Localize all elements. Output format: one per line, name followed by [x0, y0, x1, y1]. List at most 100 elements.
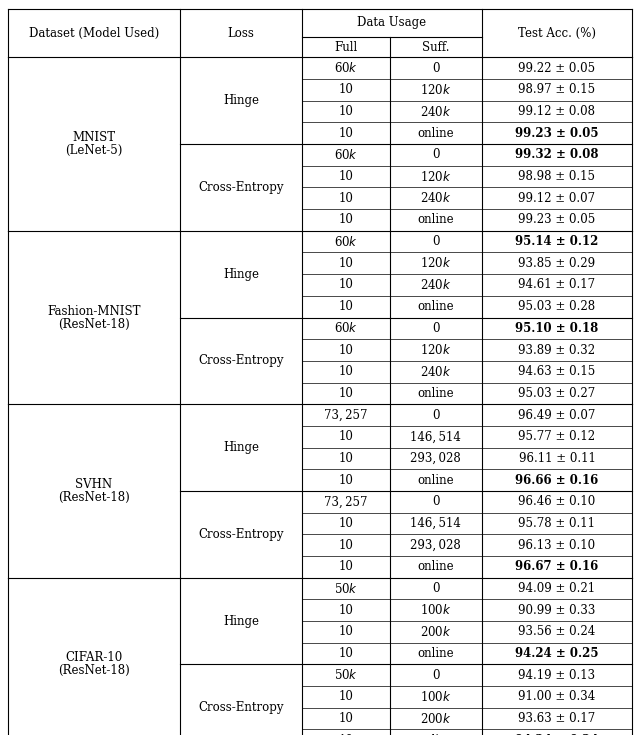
- Text: 240$k$: 240$k$: [420, 191, 452, 205]
- Text: 10: 10: [339, 734, 353, 735]
- Text: 99.12 ± 0.07: 99.12 ± 0.07: [518, 192, 596, 205]
- Text: MNIST: MNIST: [72, 131, 116, 144]
- Text: 91.00 ± 0.34: 91.00 ± 0.34: [518, 690, 596, 703]
- Text: Fashion-MNIST: Fashion-MNIST: [47, 304, 141, 318]
- Text: 10: 10: [339, 279, 353, 292]
- Text: 98.98 ± 0.15: 98.98 ± 0.15: [518, 170, 595, 183]
- Text: 10: 10: [339, 452, 353, 465]
- Text: 10: 10: [339, 430, 353, 443]
- Text: online: online: [417, 734, 454, 735]
- Text: 94.63 ± 0.15: 94.63 ± 0.15: [518, 365, 596, 379]
- Text: 0: 0: [432, 148, 440, 162]
- Text: 120$k$: 120$k$: [420, 83, 452, 97]
- Text: 100$k$: 100$k$: [420, 603, 452, 617]
- Text: 0: 0: [432, 62, 440, 75]
- Text: 200$k$: 200$k$: [420, 711, 452, 725]
- Text: 94.09 ± 0.21: 94.09 ± 0.21: [518, 582, 596, 595]
- Text: CIFAR-10: CIFAR-10: [65, 651, 123, 664]
- Text: online: online: [417, 300, 454, 313]
- Text: Suff.: Suff.: [422, 40, 449, 54]
- Text: 120$k$: 120$k$: [420, 257, 452, 270]
- Text: 96.49 ± 0.07: 96.49 ± 0.07: [518, 409, 596, 422]
- Text: Cross-Entropy: Cross-Entropy: [198, 701, 284, 714]
- Text: Hinge: Hinge: [223, 94, 259, 107]
- Text: Cross-Entropy: Cross-Entropy: [198, 528, 284, 541]
- Text: 90.99 ± 0.33: 90.99 ± 0.33: [518, 603, 596, 617]
- Text: 60$k$: 60$k$: [333, 61, 358, 75]
- Text: online: online: [417, 647, 454, 660]
- Text: 10: 10: [339, 170, 353, 183]
- Text: 94.19 ± 0.13: 94.19 ± 0.13: [518, 669, 596, 682]
- Text: Cross-Entropy: Cross-Entropy: [198, 181, 284, 194]
- Text: 94.24 ± 0.24: 94.24 ± 0.24: [515, 734, 599, 735]
- Text: 10: 10: [339, 690, 353, 703]
- Text: online: online: [417, 560, 454, 573]
- Text: 94.24 ± 0.25: 94.24 ± 0.25: [515, 647, 599, 660]
- Text: 240$k$: 240$k$: [420, 365, 452, 379]
- Text: 240$k$: 240$k$: [420, 104, 452, 118]
- Text: 10: 10: [339, 365, 353, 379]
- Text: 0: 0: [432, 669, 440, 682]
- Text: 60$k$: 60$k$: [333, 321, 358, 335]
- Text: 99.32 ± 0.08: 99.32 ± 0.08: [515, 148, 599, 162]
- Text: online: online: [417, 126, 454, 140]
- Text: 10: 10: [339, 343, 353, 356]
- Text: 10: 10: [339, 257, 353, 270]
- Text: 293, 028: 293, 028: [410, 539, 461, 552]
- Text: 50$k$: 50$k$: [333, 581, 358, 595]
- Text: 96.66 ± 0.16: 96.66 ± 0.16: [515, 473, 598, 487]
- Text: 10: 10: [339, 517, 353, 530]
- Text: 96.67 ± 0.16: 96.67 ± 0.16: [515, 560, 598, 573]
- Text: 0: 0: [432, 582, 440, 595]
- Text: 10: 10: [339, 126, 353, 140]
- Text: Test Acc. (%): Test Acc. (%): [518, 26, 596, 40]
- Text: 50$k$: 50$k$: [333, 668, 358, 682]
- Text: 95.03 ± 0.27: 95.03 ± 0.27: [518, 387, 596, 400]
- Text: 10: 10: [339, 213, 353, 226]
- Text: 95.03 ± 0.28: 95.03 ± 0.28: [518, 300, 596, 313]
- Text: 0: 0: [432, 409, 440, 422]
- Text: Hinge: Hinge: [223, 441, 259, 454]
- Text: 100$k$: 100$k$: [420, 690, 452, 704]
- Text: 10: 10: [339, 105, 353, 118]
- Text: 96.11 ± 0.11: 96.11 ± 0.11: [518, 452, 595, 465]
- Text: 200$k$: 200$k$: [420, 625, 452, 639]
- Text: 120$k$: 120$k$: [420, 170, 452, 184]
- Text: Loss: Loss: [228, 26, 255, 40]
- Text: 10: 10: [339, 625, 353, 639]
- Text: 95.10 ± 0.18: 95.10 ± 0.18: [515, 322, 598, 335]
- Text: 99.23 ± 0.05: 99.23 ± 0.05: [518, 213, 596, 226]
- Text: 146, 514: 146, 514: [410, 517, 461, 530]
- Text: 93.56 ± 0.24: 93.56 ± 0.24: [518, 625, 596, 639]
- Text: 10: 10: [339, 539, 353, 552]
- Text: Dataset (Model Used): Dataset (Model Used): [29, 26, 159, 40]
- Text: (ResNet-18): (ResNet-18): [58, 318, 130, 331]
- Text: (ResNet-18): (ResNet-18): [58, 491, 130, 504]
- Text: 99.12 ± 0.08: 99.12 ± 0.08: [518, 105, 595, 118]
- Text: 0: 0: [432, 322, 440, 335]
- Text: 10: 10: [339, 300, 353, 313]
- Text: 73, 257: 73, 257: [324, 495, 367, 509]
- Text: SVHN: SVHN: [76, 478, 113, 491]
- Text: 10: 10: [339, 192, 353, 205]
- Text: 93.63 ± 0.17: 93.63 ± 0.17: [518, 712, 596, 725]
- Text: 10: 10: [339, 560, 353, 573]
- Text: online: online: [417, 387, 454, 400]
- Text: 0: 0: [432, 495, 440, 509]
- Text: (LeNet-5): (LeNet-5): [65, 144, 123, 157]
- Text: 10: 10: [339, 83, 353, 96]
- Text: 96.13 ± 0.10: 96.13 ± 0.10: [518, 539, 596, 552]
- Text: 10: 10: [339, 473, 353, 487]
- Text: 10: 10: [339, 712, 353, 725]
- Text: 95.77 ± 0.12: 95.77 ± 0.12: [518, 430, 596, 443]
- Text: Cross-Entropy: Cross-Entropy: [198, 354, 284, 368]
- Text: 95.78 ± 0.11: 95.78 ± 0.11: [518, 517, 595, 530]
- Text: 0: 0: [432, 235, 440, 248]
- Text: Full: Full: [334, 40, 357, 54]
- Text: 99.23 ± 0.05: 99.23 ± 0.05: [515, 126, 599, 140]
- Text: 94.61 ± 0.17: 94.61 ± 0.17: [518, 279, 596, 292]
- Text: 73, 257: 73, 257: [324, 409, 367, 422]
- Text: 293, 028: 293, 028: [410, 452, 461, 465]
- Text: 10: 10: [339, 647, 353, 660]
- Text: 60$k$: 60$k$: [333, 234, 358, 248]
